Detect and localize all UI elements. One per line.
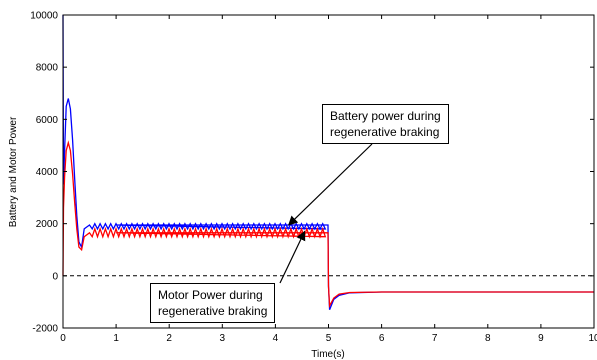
- battery-power-annotation: Battery power during regenerative brakin…: [322, 104, 449, 144]
- battery-annotation-line-1: Battery power during: [330, 109, 441, 123]
- motor-power-annotation: Motor Power during regenerative braking: [150, 283, 276, 323]
- x-tick-label: 3: [220, 333, 226, 344]
- series-line-0: [62, 14, 594, 310]
- y-tick-label: 0: [52, 271, 58, 282]
- y-tick-label: 4000: [36, 167, 59, 178]
- x-tick-label: 2: [166, 333, 172, 344]
- x-tick-label: 7: [432, 333, 438, 344]
- arrow-layer: [279, 143, 373, 284]
- y-tick-label: -2000: [32, 324, 58, 335]
- y-axis-title: Battery and Motor Power: [8, 116, 19, 227]
- y-tick-label: 2000: [36, 219, 59, 230]
- series-line-1: [62, 140, 594, 309]
- x-tick-label: 6: [379, 333, 385, 344]
- x-tick-label: 0: [60, 333, 66, 344]
- y-tick-label: 8000: [36, 63, 59, 74]
- series-layer: [62, 14, 594, 310]
- motor-annotation-line-1: Motor Power during: [158, 288, 263, 302]
- x-tick-label: 5: [326, 333, 332, 344]
- x-tick-label: 9: [538, 333, 544, 344]
- y-tick-label: 6000: [36, 115, 59, 126]
- x-axis-title: Time(s): [311, 349, 345, 360]
- x-tick-label: 1: [113, 333, 119, 344]
- battery-annotation-line-2: regenerative braking: [330, 125, 440, 139]
- annotation-arrow-0: [287, 143, 373, 226]
- x-tick-label: 10: [588, 333, 597, 344]
- x-tick-label: 8: [485, 333, 491, 344]
- annotation-arrow-1: [279, 230, 306, 284]
- motor-annotation-line-2: regenerative braking: [158, 304, 268, 318]
- x-tick-label: 4: [273, 333, 279, 344]
- y-tick-label: 10000: [30, 11, 58, 22]
